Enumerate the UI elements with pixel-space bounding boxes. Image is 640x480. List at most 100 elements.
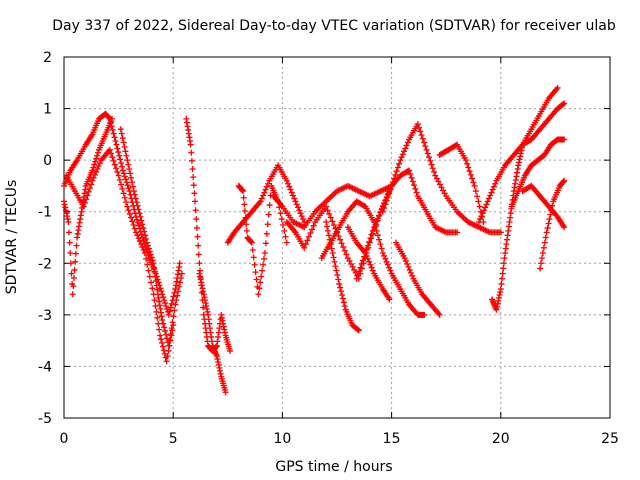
data-point-dense	[337, 236, 344, 243]
data-point-dense	[402, 145, 409, 152]
data-point-dense	[409, 272, 416, 279]
data-point-dense	[156, 326, 163, 333]
data-point-dense	[124, 182, 131, 189]
data-point	[115, 172, 122, 179]
data-point-dense	[482, 204, 489, 211]
data-point-dense	[160, 347, 167, 354]
data-point-dense	[252, 269, 259, 276]
data-point-dense	[71, 266, 78, 273]
data-point-dense	[67, 260, 74, 267]
data-point	[414, 121, 421, 128]
data-point-dense	[258, 273, 265, 280]
x-tick-label: 10	[273, 431, 291, 447]
data-point	[69, 291, 76, 298]
data-point-dense	[250, 254, 257, 261]
data-point-dense	[125, 207, 132, 214]
data-point-dense	[542, 234, 549, 241]
data-point-dense	[299, 216, 306, 223]
data-point	[401, 255, 408, 262]
data-point-dense	[121, 173, 128, 180]
data-point	[89, 167, 96, 174]
data-point-dense	[404, 261, 411, 268]
data-point-dense	[162, 328, 169, 335]
data-point	[119, 167, 126, 174]
data-point-dense	[72, 258, 79, 265]
data-point-dense	[267, 192, 274, 199]
data-point-dense	[337, 284, 344, 291]
data-point-dense	[117, 156, 124, 163]
data-point	[471, 182, 478, 189]
data-point-dense	[193, 224, 200, 231]
data-point-dense	[129, 218, 136, 225]
data-point-dense	[466, 168, 473, 175]
data-point	[172, 301, 179, 308]
data-point-dense	[265, 180, 272, 187]
data-point-dense	[403, 142, 410, 149]
data-point	[283, 239, 290, 246]
data-point-dense	[392, 171, 399, 178]
data-point	[117, 126, 124, 133]
data-point-dense	[70, 283, 77, 290]
data-points	[61, 84, 568, 396]
data-point-dense	[341, 247, 348, 254]
data-point-dense	[331, 258, 338, 265]
data-point-dense	[165, 347, 172, 354]
data-point-dense	[298, 213, 305, 220]
data-point	[436, 311, 443, 318]
data-point-dense	[334, 272, 341, 279]
data-point-dense	[384, 261, 391, 268]
data-point	[561, 224, 568, 231]
data-point-dense	[108, 150, 115, 157]
data-point-dense	[111, 161, 118, 168]
data-point-dense	[540, 244, 547, 251]
data-point-dense	[277, 210, 284, 217]
data-point	[388, 182, 395, 189]
data-point	[353, 275, 360, 282]
data-point-dense	[389, 179, 396, 186]
data-point-dense	[286, 183, 293, 190]
data-point-dense	[120, 190, 127, 197]
data-point-dense	[285, 180, 292, 187]
data-point-dense	[485, 195, 492, 202]
data-point-dense	[407, 171, 414, 178]
data-point-dense	[140, 247, 147, 254]
data-point-dense	[498, 280, 505, 287]
data-point	[187, 141, 194, 148]
data-point-dense	[85, 188, 92, 195]
data-point-dense	[499, 270, 506, 277]
data-point-dense	[376, 212, 383, 219]
data-point-dense	[110, 157, 117, 164]
data-point-dense	[340, 299, 347, 306]
data-point-dense	[262, 186, 269, 193]
data-point-dense	[341, 303, 348, 310]
data-point-dense	[260, 255, 267, 262]
data-point-dense	[465, 164, 472, 171]
data-point-dense	[544, 224, 551, 231]
data-point-dense	[304, 237, 311, 244]
data-point	[397, 157, 404, 164]
data-point-dense	[126, 210, 133, 217]
data-point-dense	[81, 199, 88, 206]
data-point-dense	[115, 149, 122, 156]
data-point-dense	[338, 240, 345, 247]
data-point-dense	[339, 295, 346, 302]
data-point-dense	[94, 152, 101, 159]
data-point-dense	[469, 175, 476, 182]
data-point-dense	[166, 308, 173, 315]
y-tick-label: -2	[38, 256, 52, 272]
data-point-dense	[335, 276, 342, 283]
data-point-dense	[302, 241, 309, 248]
data-point-dense	[143, 255, 150, 262]
data-point-dense	[338, 291, 345, 298]
data-point-dense	[128, 214, 135, 221]
data-point	[163, 358, 170, 365]
data-point-dense	[145, 267, 152, 274]
data-point-dense	[429, 165, 436, 172]
data-point-dense	[170, 293, 177, 300]
data-point-dense	[84, 192, 91, 199]
data-point-dense	[110, 130, 117, 137]
data-point-dense	[128, 174, 135, 181]
x-tick-label: 15	[383, 431, 401, 447]
data-point-dense	[394, 164, 401, 171]
data-point-dense	[419, 135, 426, 142]
